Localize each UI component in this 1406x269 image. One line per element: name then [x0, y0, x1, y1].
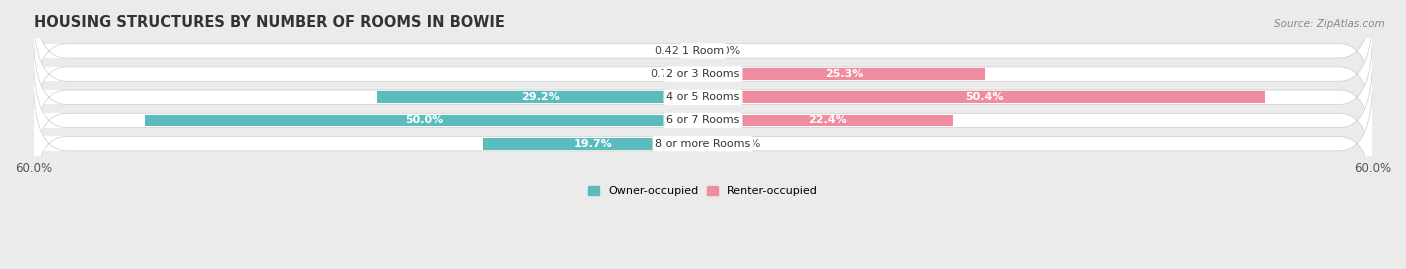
Text: 50.4%: 50.4% [965, 92, 1004, 102]
Text: 0.78%: 0.78% [650, 69, 685, 79]
Text: 6 or 7 Rooms: 6 or 7 Rooms [666, 115, 740, 125]
Legend: Owner-occupied, Renter-occupied: Owner-occupied, Renter-occupied [583, 181, 823, 201]
Bar [377, 91, 703, 103]
Bar [34, 136, 703, 151]
FancyBboxPatch shape [34, 58, 1372, 183]
Text: 0.42%: 0.42% [654, 46, 689, 56]
Text: 4 or 5 Rooms: 4 or 5 Rooms [666, 92, 740, 102]
FancyBboxPatch shape [34, 81, 1372, 206]
Text: 1 Room: 1 Room [682, 46, 724, 56]
Bar [145, 115, 703, 126]
Text: 22.4%: 22.4% [808, 115, 848, 125]
Text: 29.2%: 29.2% [520, 92, 560, 102]
Bar [699, 45, 703, 57]
Bar [703, 68, 986, 80]
Text: 8 or more Rooms: 8 or more Rooms [655, 139, 751, 149]
FancyBboxPatch shape [34, 35, 1372, 160]
Text: Source: ZipAtlas.com: Source: ZipAtlas.com [1274, 19, 1385, 29]
Bar [34, 67, 703, 81]
Text: 19.7%: 19.7% [574, 139, 613, 149]
Text: 1.9%: 1.9% [733, 139, 762, 149]
Text: 25.3%: 25.3% [825, 69, 863, 79]
Bar [34, 90, 703, 104]
Text: 2 or 3 Rooms: 2 or 3 Rooms [666, 69, 740, 79]
Bar [695, 68, 703, 80]
Bar [703, 138, 724, 150]
Text: 50.0%: 50.0% [405, 115, 443, 125]
Bar [703, 91, 1265, 103]
Bar [34, 44, 703, 58]
FancyBboxPatch shape [34, 0, 1372, 113]
Text: HOUSING STRUCTURES BY NUMBER OF ROOMS IN BOWIE: HOUSING STRUCTURES BY NUMBER OF ROOMS IN… [34, 15, 505, 30]
Bar [34, 113, 703, 128]
FancyBboxPatch shape [34, 12, 1372, 136]
Bar [703, 115, 953, 126]
Text: 0.0%: 0.0% [711, 46, 740, 56]
Bar [484, 138, 703, 150]
